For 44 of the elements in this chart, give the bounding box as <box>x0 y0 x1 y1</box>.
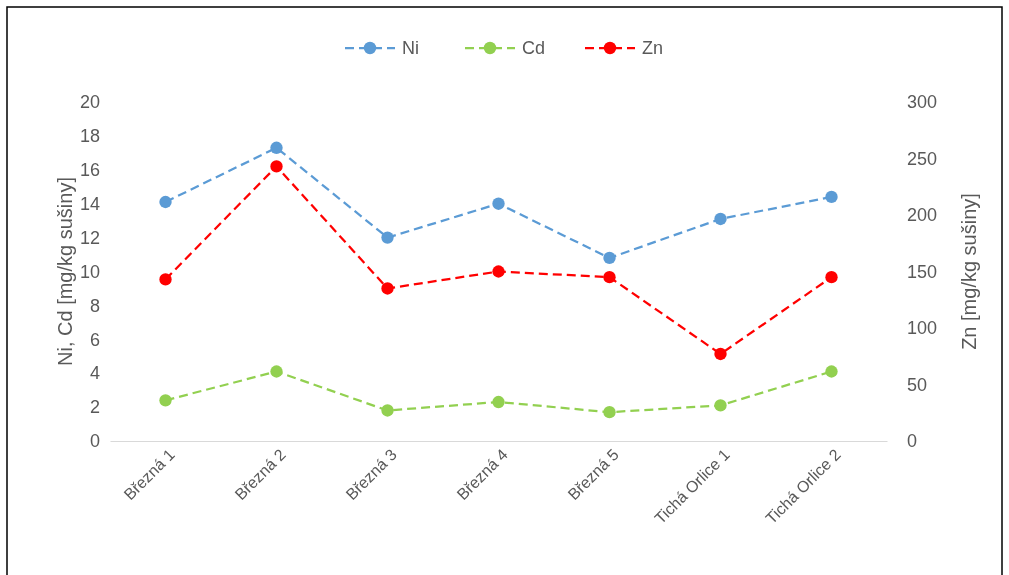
legend-label: Ni <box>402 38 419 59</box>
point <box>381 282 394 295</box>
point <box>270 160 283 173</box>
legend-label: Cd <box>522 38 546 59</box>
point <box>714 347 727 361</box>
y2-tick-label: 200 <box>907 205 938 226</box>
y-tick-label: 2 <box>89 397 100 418</box>
point <box>714 399 727 412</box>
point <box>270 141 283 154</box>
y-axis-title: Ni, Cd [mg/kg sušiny] <box>54 177 76 366</box>
y-tick-label: 20 <box>79 92 100 113</box>
point <box>825 190 838 204</box>
y-tick-label: 10 <box>79 261 100 282</box>
y-tick-label: 8 <box>89 295 100 316</box>
point <box>825 270 838 284</box>
point <box>714 212 727 226</box>
y2-tick-label: 250 <box>907 148 938 169</box>
y-tick-label: 16 <box>79 160 100 181</box>
point <box>381 231 394 244</box>
y2-tick-label: 0 <box>907 431 918 452</box>
y-tick-label: 12 <box>79 227 100 248</box>
y-tick-label: 6 <box>89 329 100 350</box>
y2-tick-label: 300 <box>907 92 938 113</box>
point <box>159 273 172 286</box>
point <box>492 265 505 278</box>
y-tick-label: 14 <box>79 193 100 214</box>
point <box>492 197 505 210</box>
point <box>159 195 172 209</box>
y-tick-label: 0 <box>89 431 100 452</box>
y2-tick-label: 100 <box>907 318 938 339</box>
point <box>381 404 394 417</box>
point <box>159 394 172 407</box>
point <box>603 270 616 284</box>
point <box>825 365 838 378</box>
y-tick-label: 18 <box>79 126 100 147</box>
point <box>492 395 505 409</box>
y2-axis-title: Zn [mg/kg sušiny] <box>958 193 980 350</box>
y-tick-label: 4 <box>89 363 100 384</box>
point <box>603 251 616 265</box>
point <box>270 365 283 378</box>
y2-tick-label: 150 <box>907 261 938 282</box>
y2-tick-label: 50 <box>907 374 928 395</box>
legend-label: Zn <box>642 38 664 59</box>
point <box>603 406 616 419</box>
